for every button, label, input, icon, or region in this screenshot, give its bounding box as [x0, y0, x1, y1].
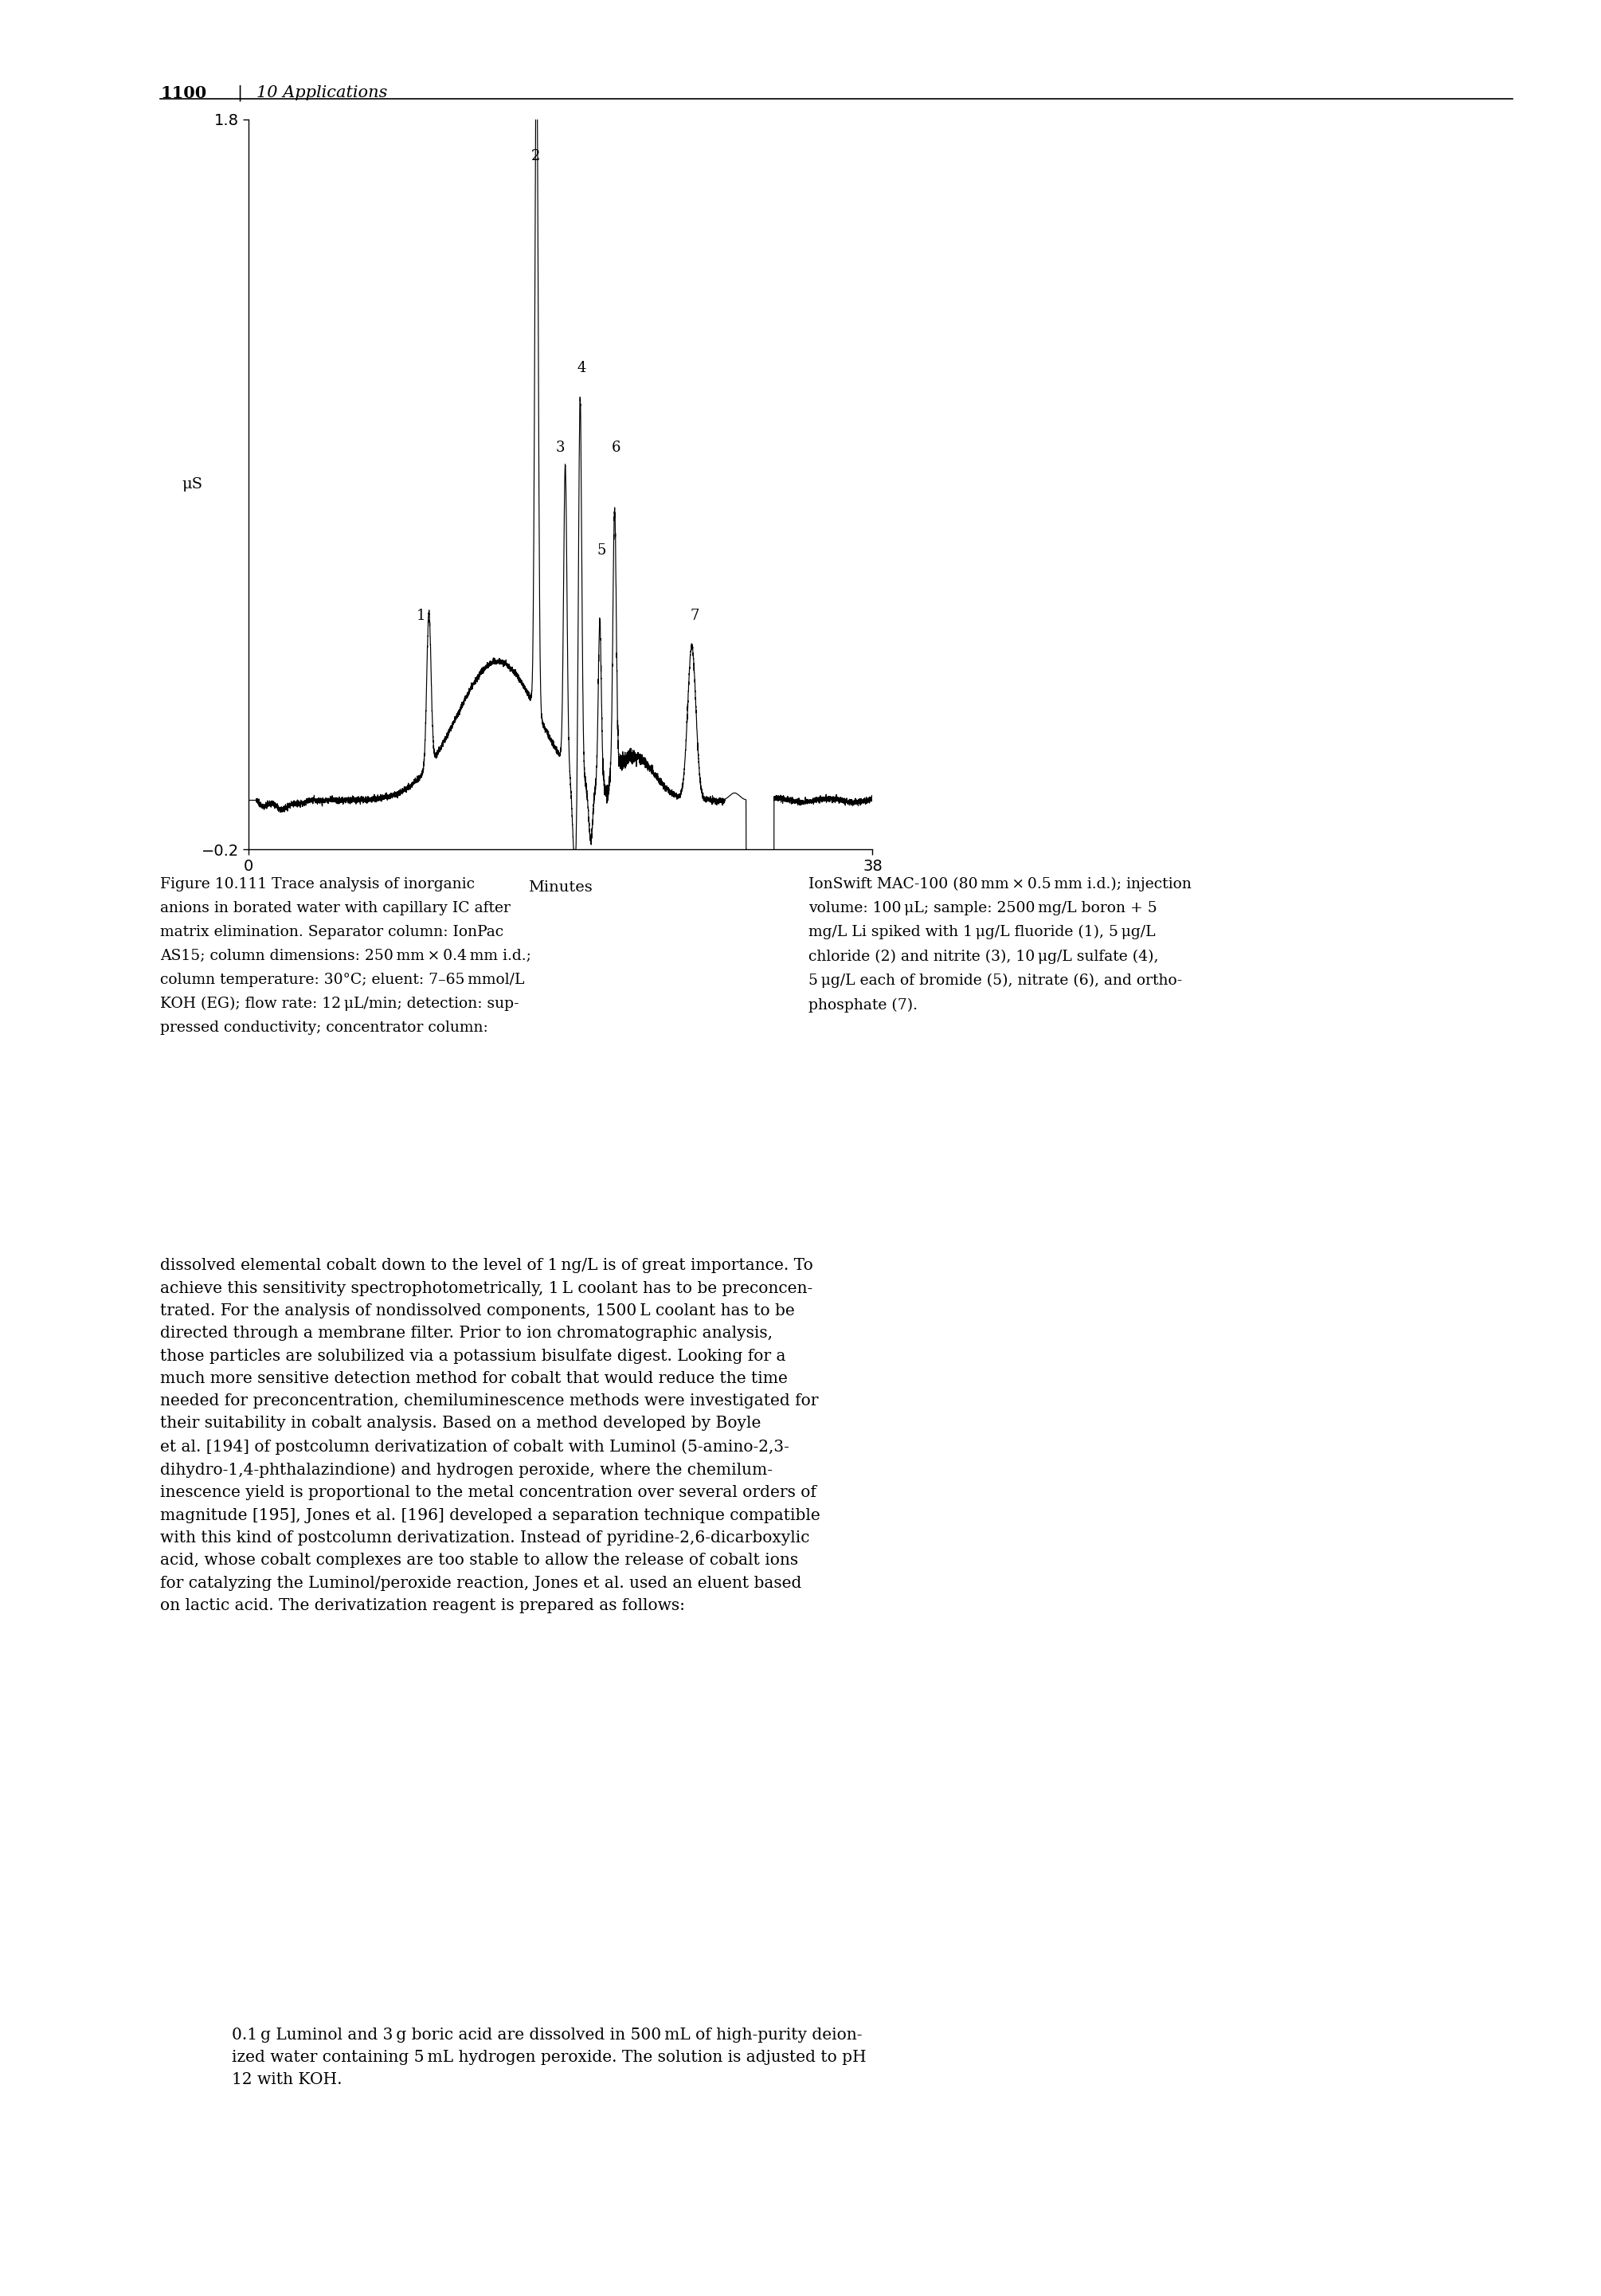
Text: 10 Applications: 10 Applications — [256, 85, 387, 101]
X-axis label: Minutes: Minutes — [528, 882, 592, 895]
Text: 3: 3 — [556, 441, 565, 455]
Text: 6: 6 — [612, 441, 621, 455]
Text: 5: 5 — [597, 544, 605, 558]
Text: 0.1 g Luminol and 3 g boric acid are dissolved in 500 mL of high-purity deion-
i: 0.1 g Luminol and 3 g boric acid are dis… — [232, 2027, 866, 2087]
Text: 1: 1 — [416, 608, 426, 622]
Text: 4: 4 — [578, 360, 586, 374]
Y-axis label: μS: μS — [183, 478, 203, 491]
Text: 7: 7 — [690, 608, 700, 622]
Text: |: | — [237, 85, 243, 101]
Text: 2: 2 — [532, 149, 540, 163]
Text: dissolved elemental cobalt down to the level of 1 ng/L is of great importance. T: dissolved elemental cobalt down to the l… — [160, 1258, 820, 1614]
Text: Figure 10.111 Trace analysis of inorganic
anions in borated water with capillary: Figure 10.111 Trace analysis of inorgani… — [160, 877, 532, 1035]
Text: IonSwift MAC-100 (80 mm × 0.5 mm i.d.); injection
volume: 100 μL; sample: 2500 m: IonSwift MAC-100 (80 mm × 0.5 mm i.d.); … — [809, 877, 1191, 1013]
Text: 1100: 1100 — [160, 85, 207, 101]
